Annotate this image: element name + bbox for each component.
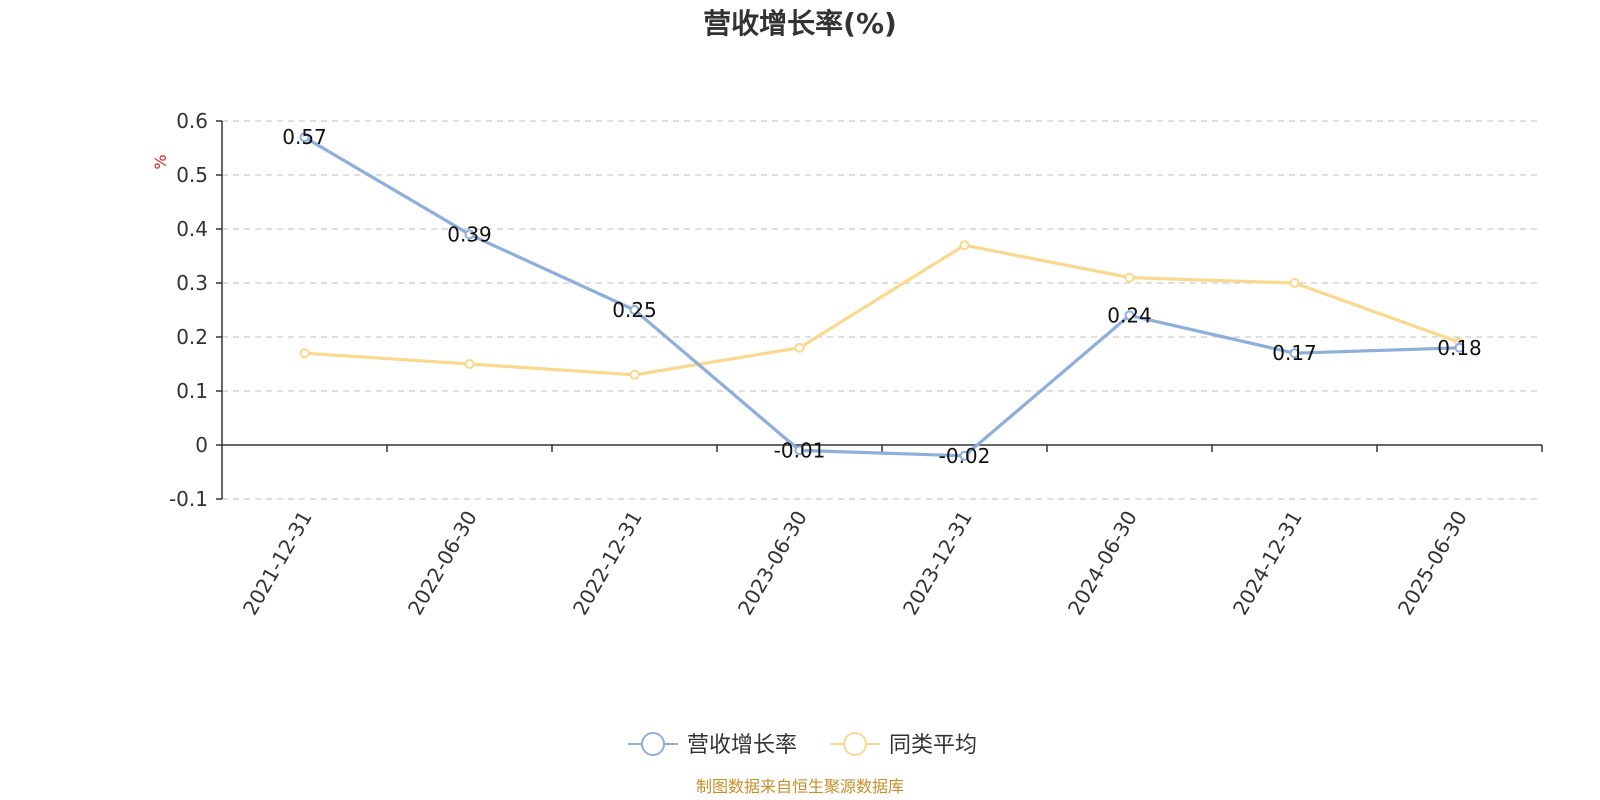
y-tick-label: 0.6 [176,109,208,133]
data-label: 0.18 [1437,336,1482,360]
data-label: 0.57 [282,125,327,149]
grid-lines [222,120,1542,500]
series-0-point[interactable] [1289,348,1300,359]
legend-item-0[interactable]: 营收增长率 [628,732,797,758]
x-tick-label: 2022-06-30 [403,507,482,620]
data-label: 0.39 [447,222,492,246]
series-0-point[interactable] [794,445,805,456]
series-line-0 [303,135,1460,458]
y-tick-label: 0.5 [176,163,208,187]
series-0-point[interactable] [1124,310,1135,321]
chart-title: 营收增长率(%) [703,7,897,40]
axes: 0.6 0.5 0.4 0.3 0.2 0.1 0 -0.1 2021-12-31 2022-06… [169,109,1543,620]
series-0-point[interactable] [629,305,640,315]
y-tick-label: 0.1 [176,379,208,403]
series-0-point[interactable] [1454,342,1465,353]
x-tick-label: 2023-06-30 [733,507,812,620]
data-label: 0.24 [1107,303,1152,327]
series-1-point[interactable] [1289,278,1300,288]
series-1-point[interactable] [629,369,640,380]
x-tick-label: 2025-06-30 [1393,507,1472,620]
series-1-point[interactable] [794,342,805,353]
series-1-point[interactable] [959,240,970,251]
y-tick-label: -0.1 [169,487,208,511]
x-tick-label: 2024-06-30 [1063,507,1142,620]
legend-label: 同类平均 [889,733,977,758]
x-tick-label: 2024-12-31 [1228,507,1307,620]
y-tick-label: 0.4 [176,217,208,241]
data-label: -0.01 [774,438,826,462]
y-tick-label: 0.3 [176,271,208,295]
x-tick-label: 2021-12-31 [238,507,317,620]
legend-marker-icon [843,732,867,756]
series-0-point[interactable] [959,450,970,461]
y-tick-label: 0 [195,433,208,457]
series-lines [299,132,1465,461]
data-label: 0.25 [612,298,657,322]
legend-marker-icon [641,732,665,756]
data-labels: 0.57 0.39 0.25 -0.01 -0.02 0.24 0.17 0.18 [282,125,1482,468]
legend-item-1[interactable]: 同类平均 [830,732,977,758]
x-tick-label: 2022-12-31 [568,507,647,620]
legend-label: 营收增长率 [687,733,797,758]
x-tick-label: 2023-12-31 [898,507,977,620]
data-label: -0.02 [939,444,991,468]
series-1-point[interactable] [464,359,475,369]
series-1-point[interactable] [1124,272,1135,283]
y-axis-unit: % [151,154,170,169]
series-0-point[interactable] [464,229,475,240]
data-label: 0.17 [1272,341,1317,365]
y-tick-label: 0.2 [176,325,208,349]
series-line-1 [304,243,1461,377]
data-source-note: 制图数据来自恒生聚源数据库 [696,777,904,796]
series-1-point[interactable] [299,348,310,359]
series-0-point[interactable] [299,132,310,143]
legend[interactable]: 营收增长率 同类平均 [628,732,977,758]
